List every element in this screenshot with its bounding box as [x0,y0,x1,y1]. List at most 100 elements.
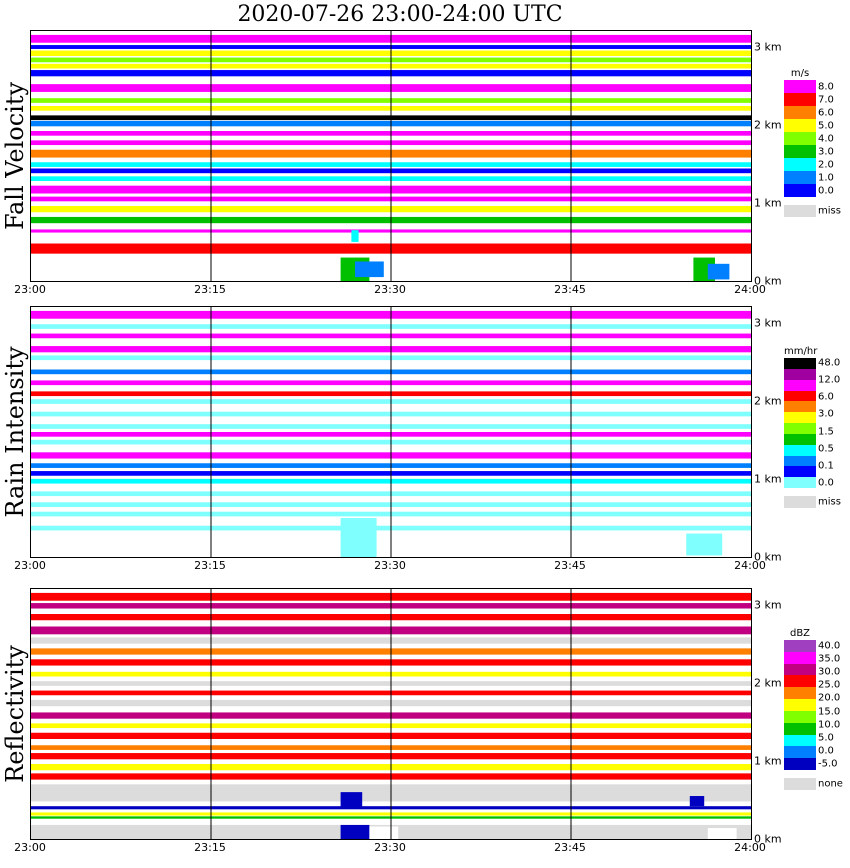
reflectivity-ylabel-text: Reflectivity [1,645,29,783]
reflectivity-xtick-3: 23:45 [554,841,586,854]
reflectivity-legend-swatch-0 [784,640,816,652]
reflectivity-legend-label-7: 5.0 [818,732,834,744]
fall-velocity-legend-missing-label: miss [818,205,841,217]
fall-velocity-plot [30,30,752,282]
fall-velocity-legend-label-1: 7.0 [818,94,834,105]
reflectivity-legend-unit: dBZ [789,628,811,639]
fall-velocity-height-tick-3: 0 km [754,274,782,288]
reflectivity-legend-label-2: 30.0 [818,666,841,678]
reflectivity-legend-swatch-9 [784,746,816,759]
reflectivity-legend-swatch-8 [784,734,816,747]
rain-intensity-legend-swatch-5 [784,412,816,424]
fall-velocity-legend-label-0: 8.0 [818,81,834,92]
rain-intensity-xtick-0: 23:00 [14,559,46,572]
rain-intensity-legend-swatch-11 [784,477,816,489]
rain-intensity-legend-label-5: 0.5 [818,443,834,455]
reflectivity-heatmap [31,589,751,839]
rain-intensity-legend-missing-label: miss [818,496,841,508]
reflectivity-echo-4 [707,828,737,839]
reflectivity-legend-label-9: -5.0 [818,758,838,770]
reflectivity-legend-label-1: 35.0 [818,653,841,665]
reflectivity-legend-swatch-2 [784,663,816,676]
reflectivity-ylabel: Reflectivity [0,588,32,840]
reflectivity-xtick-1: 23:15 [194,841,226,854]
rain-intensity-legend-swatch-3 [784,390,816,402]
reflectivity-echo-2 [369,826,399,839]
reflectivity-xtick-4: 24:00 [734,841,766,854]
fall-velocity-xtick-2: 23:30 [374,283,406,296]
reflectivity-echo-1 [340,824,370,839]
rain-intensity-legend-label-0: 48.0 [818,357,841,369]
reflectivity-legend-swatch-3 [784,675,816,688]
fall-velocity-legend-swatch-3 [784,119,816,132]
fall-velocity-legend-label-4: 4.0 [818,133,834,144]
fall-velocity-legend-label-5: 3.0 [818,146,834,157]
reflectivity-xtick-2: 23:30 [374,841,406,854]
rain-intensity-legend-swatch-8 [784,444,816,456]
fall-velocity-xtick-0: 23:00 [14,283,46,296]
rain-intensity-xtick-1: 23:15 [194,559,226,572]
fall-velocity-xtick-3: 23:45 [554,283,586,296]
reflectivity-legend-label-0: 40.0 [818,640,841,652]
reflectivity-echo-3 [689,796,705,807]
rain-intensity-legend-swatch-0 [784,358,816,369]
rain-intensity-height-tick-0: 3 km [754,316,782,330]
rain-intensity-ylabel: Rain Intensity [0,306,32,558]
reflectivity-echo-0 [340,792,363,808]
rain-intensity-legend-label-4: 1.5 [818,426,834,437]
fall-velocity-legend-swatch-0 [784,80,816,93]
reflectivity-plot [30,588,752,840]
fall-velocity-xtick-4: 24:00 [734,283,766,296]
fall-velocity-ylabel-text: Fall Velocity [1,81,29,231]
fall-velocity-legend-unit: m/s [790,68,810,79]
fall-velocity-echo-2 [351,230,359,242]
rain-intensity-legend-label-7: 0.0 [818,477,834,489]
rain-intensity-height-tick-3: 0 km [754,550,782,564]
fall-velocity-ylabel: Fall Velocity [0,30,32,282]
reflectivity-legend-label-5: 15.0 [818,706,841,718]
rain-intensity-legend-label-1: 12.0 [818,374,841,386]
rain-intensity-plot [30,306,752,558]
fall-velocity-echo-1 [355,261,384,278]
reflectivity-legend-swatch-4 [784,687,816,700]
fall-velocity-legend-label-8: 0.0 [818,185,834,196]
rain-intensity-xtick-3: 23:45 [554,559,586,572]
fall-velocity-echo-4 [707,263,730,280]
rain-intensity-legend-swatch-4 [784,401,816,413]
reflectivity-legend-swatch-1 [784,651,816,664]
chart-title: 2020-07-26 23:00-24:00 UTC [237,2,563,27]
fall-velocity-legend-swatch-1 [784,93,816,106]
fall-velocity-height-tick-2: 1 km [754,196,782,210]
reflectivity-legend-label-4: 20.0 [818,692,841,704]
rain-intensity-legend-swatch-6 [784,423,816,434]
fall-velocity-legend-swatch-8 [784,184,816,197]
reflectivity-legend-label-3: 25.0 [818,679,841,691]
rain-intensity-legend-unit: mm/hr [784,346,818,357]
fall-velocity-xtick-1: 23:15 [194,283,226,296]
rain-intensity-legend-swatch-1 [784,368,816,380]
rain-intensity-legend-label-2: 6.0 [818,391,834,403]
fall-velocity-height-tick-0: 3 km [754,40,782,54]
rain-intensity-legend-swatch-2 [784,379,816,391]
reflectivity-height-tick-3: 0 km [754,832,782,846]
rain-intensity-xtick-4: 24:00 [734,559,766,572]
rain-intensity-legend-swatch-10 [784,466,816,478]
rain-intensity-echo-0 [340,517,377,557]
fall-velocity-legend-swatch-2 [784,106,816,119]
rain-intensity-echo-1 [686,533,723,556]
rain-intensity-legend-missing-swatch [784,496,816,508]
reflectivity-legend-swatch-6 [784,710,816,723]
reflectivity-legend-label-6: 10.0 [818,719,841,731]
reflectivity-legend-swatch-5 [784,699,816,712]
fall-velocity-height-tick-1: 2 km [754,118,782,132]
fall-velocity-heatmap [31,31,751,281]
rain-intensity-heatmap [31,307,751,557]
fall-velocity-legend-swatch-4 [784,132,816,145]
fall-velocity-legend-label-6: 2.0 [818,159,834,170]
fall-velocity-legend-label-7: 1.0 [818,172,834,183]
fall-velocity-legend-label-2: 6.0 [818,107,834,118]
fall-velocity-legend-swatch-6 [784,158,816,171]
reflectivity-height-tick-0: 3 km [754,598,782,612]
fall-velocity-legend-label-3: 5.0 [818,120,834,131]
reflectivity-legend-missing-swatch [784,778,816,790]
